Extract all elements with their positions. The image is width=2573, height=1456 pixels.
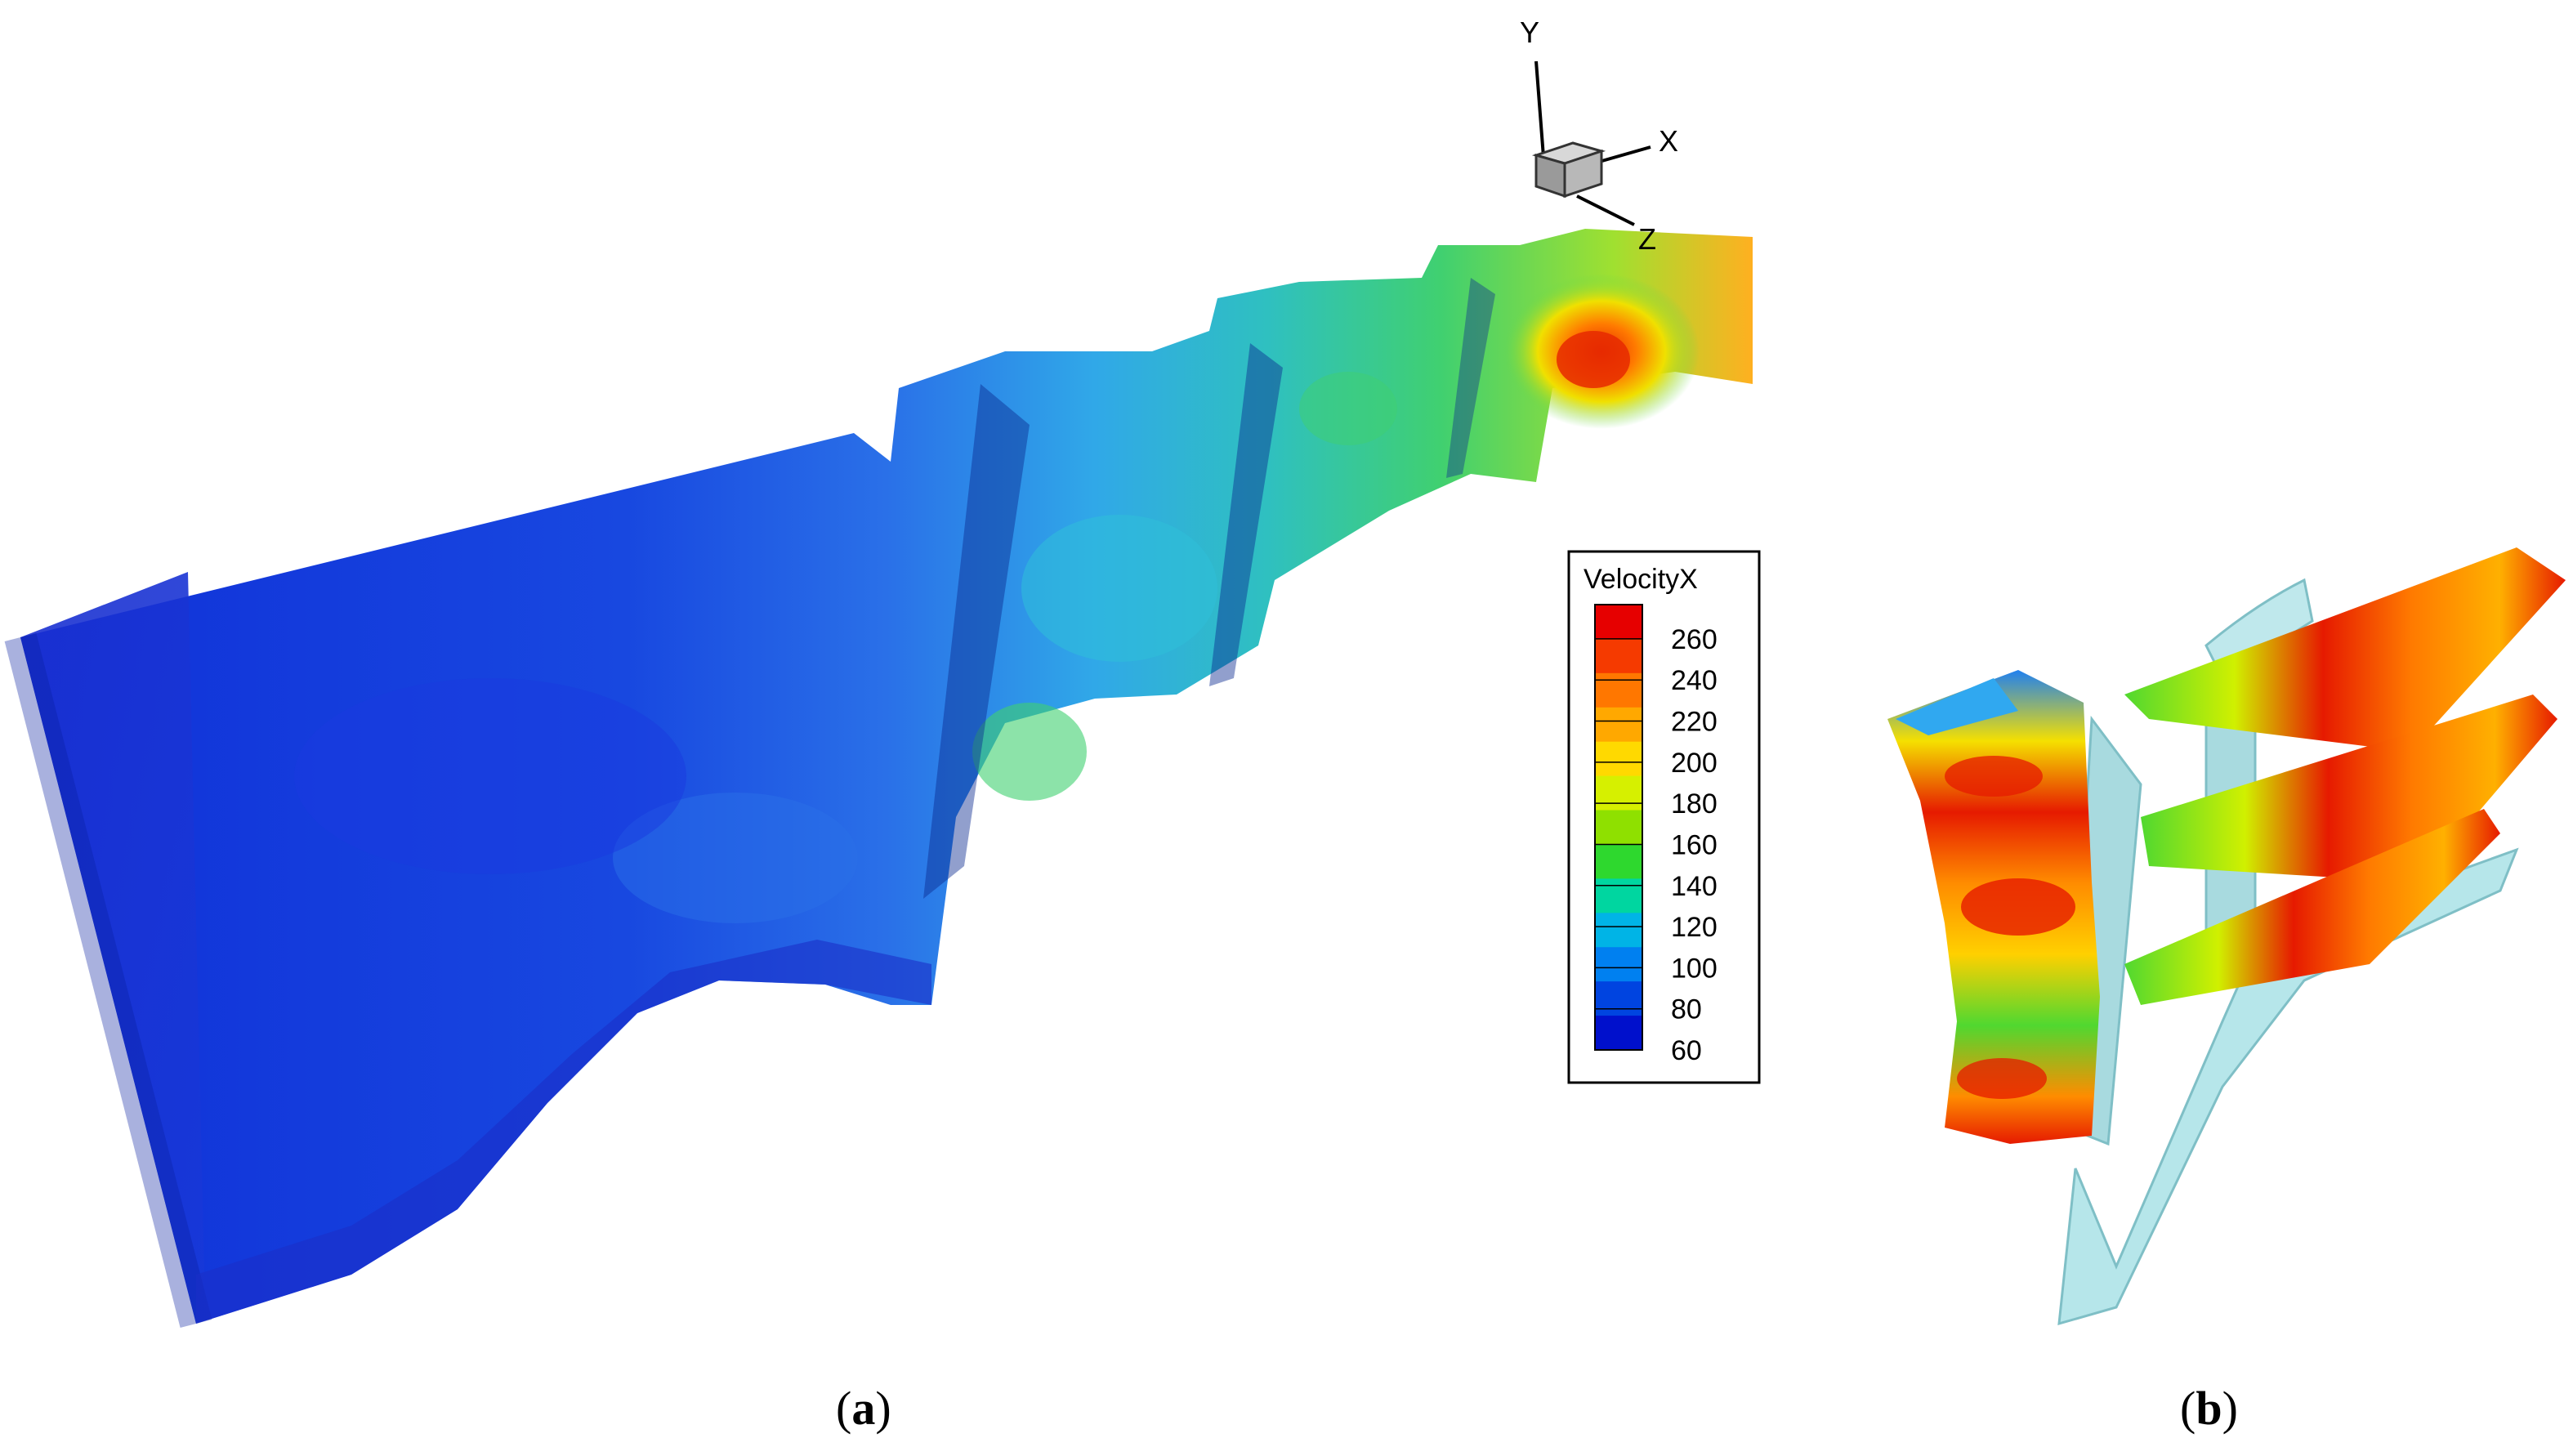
legend-tick-label: 200 [1671, 748, 1718, 779]
legend-tick-label: 80 [1671, 994, 1702, 1025]
duct-inlet-face-mesh [4, 633, 212, 1328]
velocity-legend: VelocityX 260 240 220 200 180 160 140 120 100 80 6… [1567, 550, 1761, 1084]
legend-tick-label: 240 [1671, 665, 1718, 696]
contour-blob [1021, 515, 1217, 662]
legend-tick-label: 60 [1671, 1035, 1702, 1066]
contour-blob [613, 793, 858, 923]
legend-tick-label: 260 [1671, 624, 1718, 655]
contour-sheet [2124, 547, 2566, 752]
legend-color-band [1595, 638, 1642, 674]
panel-a-duct [4, 229, 1753, 1328]
legend-tick-labels: 260 240 220 200 180 160 140 120 100 80 60 [1671, 624, 1718, 1066]
legend-color-band [1595, 913, 1642, 948]
contour-blob [1957, 1058, 2047, 1099]
axes-triad [1531, 60, 1651, 226]
legend-tick-label: 220 [1671, 707, 1718, 738]
legend-color-band [1595, 810, 1642, 845]
axis-y-label: Y [1520, 16, 1539, 49]
panel-b-caption: (b) [2180, 1382, 2238, 1435]
legend-color-band [1595, 947, 1642, 982]
legend-title: VelocityX [1584, 564, 1698, 595]
legend-color-band [1595, 878, 1642, 913]
legend-color-band [1595, 707, 1642, 743]
panel-b-blades [1887, 547, 2566, 1326]
duct-inlet-face [20, 572, 204, 1324]
legend-colorbar [1594, 604, 1643, 1051]
blade-row [923, 384, 1030, 899]
legend-color-band [1595, 981, 1642, 1016]
blade-surface [2204, 578, 2314, 681]
column-top-patch [1896, 678, 2018, 735]
legend-color-band [1595, 741, 1642, 777]
legend-tick-label: 120 [1671, 912, 1718, 943]
legend-tick-label: 140 [1671, 871, 1718, 902]
contour-blob [1945, 756, 2043, 797]
contour-blob [1961, 878, 2075, 936]
legend-color-band [1595, 605, 1642, 640]
legend-tick-label: 160 [1671, 829, 1718, 860]
outlet-hotspot-core [1557, 331, 1630, 388]
contour-blob [972, 703, 1087, 801]
legend-color-band [1595, 844, 1642, 879]
contour-blob [1299, 372, 1397, 445]
blade-row [1209, 343, 1283, 686]
panel-a-caption: (a) [836, 1382, 891, 1435]
duct-lower-band [196, 940, 931, 1324]
duct-body [20, 229, 1753, 1324]
contour-blob [294, 678, 686, 874]
axis-z-label: Z [1638, 222, 1656, 256]
legend-color-band [1595, 672, 1642, 708]
legend-color-band [1595, 1016, 1642, 1051]
legend-color-band [1595, 775, 1642, 811]
contour-sheet [2124, 809, 2500, 1005]
axis-x-label: X [1659, 124, 1678, 158]
legend-tick-label: 180 [1671, 788, 1718, 820]
legend-tick-label: 100 [1671, 953, 1718, 984]
blade-row [1446, 278, 1495, 478]
